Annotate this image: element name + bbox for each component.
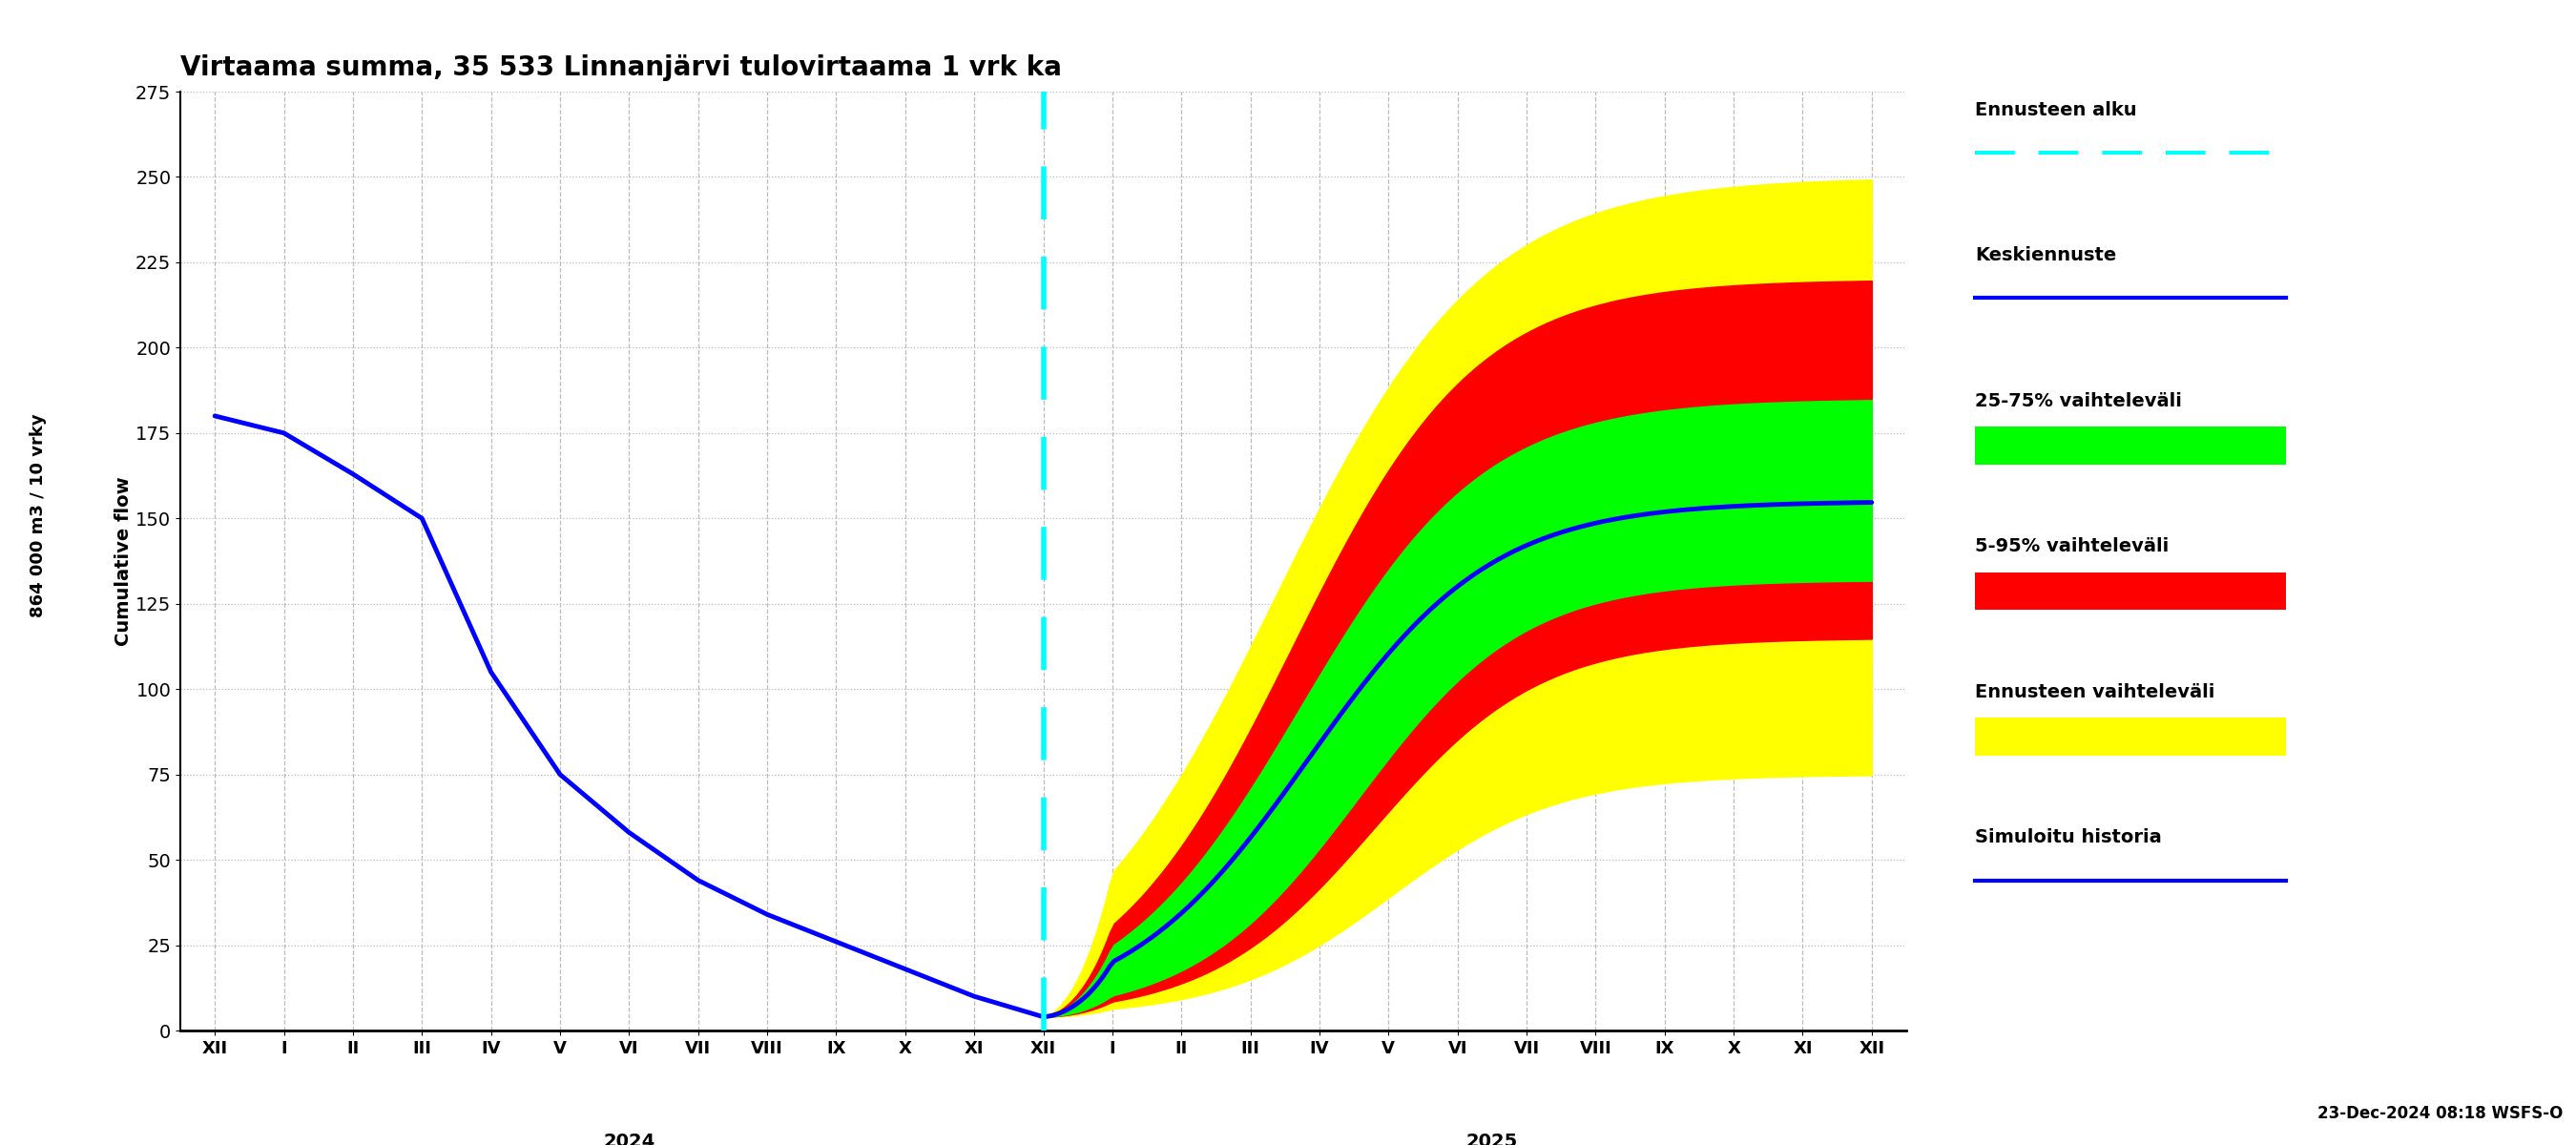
Text: Simuloitu historia: Simuloitu historia: [1976, 829, 2161, 847]
Y-axis label: Cumulative flow: Cumulative flow: [116, 476, 134, 646]
Text: 5-95% vaihteleväli: 5-95% vaihteleväli: [1976, 537, 2169, 555]
Text: Virtaama summa, 35 533 Linnanjärvi tulovirtaama 1 vrk ka: Virtaama summa, 35 533 Linnanjärvi tulov…: [180, 55, 1061, 81]
Text: 25-75% vaihteleväli: 25-75% vaihteleväli: [1976, 392, 2182, 410]
Text: 864 000 m3 / 10 vrky: 864 000 m3 / 10 vrky: [31, 413, 46, 617]
FancyBboxPatch shape: [1976, 572, 2285, 610]
FancyBboxPatch shape: [1976, 718, 2285, 756]
FancyBboxPatch shape: [1976, 427, 2285, 465]
Text: Ennusteen alku: Ennusteen alku: [1976, 101, 2138, 119]
Text: 2025: 2025: [1466, 1132, 1517, 1145]
Text: Ennusteen vaihteleväli: Ennusteen vaihteleväli: [1976, 684, 2215, 701]
Text: 2024: 2024: [603, 1132, 654, 1145]
Text: 23-Dec-2024 08:18 WSFS-O: 23-Dec-2024 08:18 WSFS-O: [2318, 1105, 2563, 1122]
Text: Keskiennuste: Keskiennuste: [1976, 246, 2117, 264]
